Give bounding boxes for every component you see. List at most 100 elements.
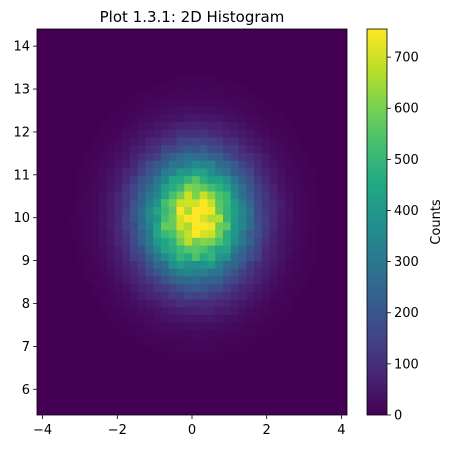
histogram-cell — [99, 245, 108, 254]
histogram-cell — [223, 237, 232, 246]
histogram-cell — [114, 137, 123, 146]
histogram-cell — [99, 283, 108, 292]
histogram-cell — [130, 152, 139, 161]
histogram-cell — [238, 314, 247, 323]
histogram-cell — [137, 245, 146, 254]
histogram-cell — [176, 137, 185, 146]
histogram-cell — [254, 222, 263, 231]
colorbar-axis: 0 100 200 300 400 500 600 700 — [387, 51, 419, 424]
histogram-cell — [238, 260, 247, 269]
histogram-cell — [277, 314, 286, 323]
histogram-cell — [254, 160, 263, 169]
histogram-cell — [176, 106, 185, 115]
histogram-cell — [277, 144, 286, 153]
histogram-cell — [137, 299, 146, 308]
histogram-cell — [176, 306, 185, 316]
histogram-cell — [316, 206, 325, 215]
histogram-cell — [215, 345, 224, 354]
histogram-cell — [161, 137, 170, 146]
histogram-cell — [153, 330, 162, 339]
histogram-cell — [176, 121, 185, 130]
histogram-cell — [184, 268, 193, 277]
histogram-cell — [215, 129, 224, 138]
histogram-cell — [161, 83, 170, 92]
y-tick-label: 13 — [13, 83, 30, 98]
histogram-cell — [106, 152, 115, 161]
histogram-cell — [292, 237, 301, 246]
histogram-cell — [192, 330, 201, 339]
histogram-cell — [269, 144, 278, 153]
histogram-cell — [153, 237, 162, 246]
histogram-cell — [161, 175, 170, 184]
histogram-cell — [184, 229, 193, 238]
histogram-cell — [246, 306, 255, 316]
histogram-cell — [199, 90, 208, 99]
histogram-cell — [91, 191, 100, 200]
histogram-cell — [230, 144, 239, 153]
histogram-cell — [153, 214, 162, 223]
histogram-cell — [292, 206, 301, 215]
histogram-cell — [106, 314, 115, 323]
histogram-cell — [83, 160, 92, 169]
y-tick-label: 6 — [22, 383, 30, 398]
histogram-cell — [292, 276, 301, 285]
histogram-cell — [238, 113, 247, 123]
histogram-cell — [207, 129, 216, 138]
histogram-cell — [184, 198, 193, 207]
histogram-cell — [130, 299, 139, 308]
histogram-cell — [75, 245, 84, 254]
histogram-cell — [137, 237, 146, 246]
histogram-cell — [230, 245, 239, 254]
histogram-cell — [199, 113, 208, 123]
histogram-cell — [122, 113, 131, 123]
histogram-cell — [168, 167, 177, 177]
histogram-cell — [130, 198, 139, 207]
histogram-cell — [68, 222, 77, 231]
histogram-cell — [199, 175, 208, 184]
histogram-cell — [176, 152, 185, 161]
histogram-cell — [277, 299, 286, 308]
histogram-cell — [230, 206, 239, 215]
histogram-cell — [238, 83, 247, 92]
histogram-cell — [145, 191, 154, 200]
histogram-cell — [292, 222, 301, 231]
histogram-cell — [269, 291, 278, 300]
histogram-cell — [300, 276, 309, 285]
histogram-cell — [137, 121, 146, 130]
histogram-cell — [246, 330, 255, 339]
histogram-cell — [99, 222, 108, 231]
histogram-cell — [122, 291, 131, 300]
histogram-cell — [230, 222, 239, 231]
histogram-cell — [153, 113, 162, 123]
histogram-cell — [192, 83, 201, 92]
histogram-cell — [99, 191, 108, 200]
histogram-cell — [192, 160, 201, 169]
histogram-cell — [199, 167, 208, 177]
histogram-cell — [161, 322, 170, 331]
histogram-cell — [184, 345, 193, 354]
histogram-cell — [238, 106, 247, 115]
histogram-cell — [122, 299, 131, 308]
histogram-cell — [277, 268, 286, 277]
histogram-cell — [308, 206, 317, 215]
histogram-cell — [207, 106, 216, 115]
histogram-cell — [285, 222, 294, 231]
histogram-cell — [215, 299, 224, 308]
histogram-cell — [145, 144, 154, 153]
histogram-cell — [145, 214, 154, 223]
histogram-cell — [223, 222, 232, 231]
histogram-cell — [176, 198, 185, 207]
histogram-cell — [176, 75, 185, 84]
histogram-cell — [223, 299, 232, 308]
histogram-cell — [106, 237, 115, 246]
histogram-cell — [91, 206, 100, 215]
histogram-cell — [215, 144, 224, 153]
histogram-cell — [285, 229, 294, 238]
histogram-cell — [269, 160, 278, 169]
histogram-cell — [145, 152, 154, 161]
histogram-cell — [83, 206, 92, 215]
histogram-cell — [137, 314, 146, 323]
histogram-cell — [176, 330, 185, 339]
histogram-cell — [153, 245, 162, 254]
histogram-cell — [137, 214, 146, 223]
